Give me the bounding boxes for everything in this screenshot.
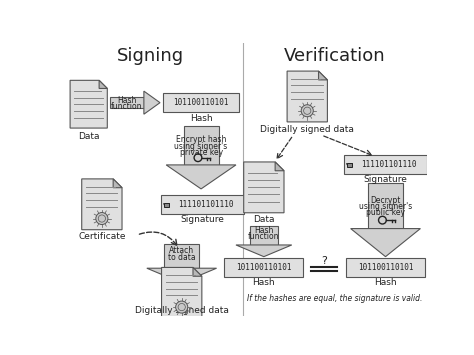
Circle shape <box>98 215 106 222</box>
Text: public key: public key <box>366 208 405 217</box>
Text: Certificate: Certificate <box>78 232 126 241</box>
Polygon shape <box>244 162 284 213</box>
Polygon shape <box>166 165 236 189</box>
Text: function: function <box>248 232 280 241</box>
Bar <box>368 183 403 229</box>
Bar <box>183 126 219 165</box>
Text: Digitally signed data: Digitally signed data <box>135 306 228 315</box>
Text: 101100110101: 101100110101 <box>236 263 292 272</box>
Text: 111101101110: 111101101110 <box>361 160 416 169</box>
Text: Hash: Hash <box>254 225 273 235</box>
FancyBboxPatch shape <box>224 258 303 277</box>
Text: Decrypt: Decrypt <box>370 196 401 205</box>
Circle shape <box>178 304 185 311</box>
FancyBboxPatch shape <box>161 195 244 214</box>
Bar <box>347 163 352 167</box>
Polygon shape <box>162 267 202 318</box>
Text: Signature: Signature <box>364 175 408 184</box>
Text: Digitally signed data: Digitally signed data <box>260 125 354 134</box>
Polygon shape <box>193 267 202 276</box>
Text: Signature: Signature <box>181 215 225 224</box>
FancyBboxPatch shape <box>346 258 425 277</box>
Text: ?: ? <box>321 256 327 266</box>
FancyBboxPatch shape <box>164 93 239 112</box>
Circle shape <box>176 301 188 313</box>
Bar <box>250 226 278 245</box>
Text: Signing: Signing <box>117 48 184 65</box>
Text: using signer's: using signer's <box>359 202 412 211</box>
Polygon shape <box>113 179 122 188</box>
Polygon shape <box>275 162 284 171</box>
Text: 101100110101: 101100110101 <box>358 263 413 272</box>
Polygon shape <box>287 71 328 122</box>
Bar <box>164 203 169 207</box>
Circle shape <box>304 107 311 114</box>
Text: Attach: Attach <box>169 246 194 255</box>
FancyBboxPatch shape <box>344 155 427 174</box>
Text: function: function <box>111 102 143 111</box>
Polygon shape <box>147 268 217 283</box>
Text: private key: private key <box>180 148 223 157</box>
Polygon shape <box>236 245 292 257</box>
Polygon shape <box>82 179 122 230</box>
Text: 111101101110: 111101101110 <box>178 200 234 209</box>
Text: Verification: Verification <box>283 48 385 65</box>
Polygon shape <box>319 71 328 80</box>
Text: Hash: Hash <box>253 278 275 287</box>
Circle shape <box>96 213 108 224</box>
Circle shape <box>301 105 313 117</box>
Text: Hash: Hash <box>374 278 397 287</box>
Polygon shape <box>144 91 160 114</box>
Polygon shape <box>70 80 107 128</box>
Text: Encrypt hash: Encrypt hash <box>176 136 226 144</box>
Polygon shape <box>351 229 420 257</box>
Text: 101100110101: 101100110101 <box>173 98 229 107</box>
Text: If the hashes are equal, the signature is valid.: If the hashes are equal, the signature i… <box>246 294 422 303</box>
Text: Hash: Hash <box>190 114 212 122</box>
Text: to data: to data <box>168 252 195 262</box>
Text: using signer's: using signer's <box>174 142 228 151</box>
Text: Hash: Hash <box>117 96 137 105</box>
Bar <box>109 97 144 108</box>
Bar <box>164 244 199 268</box>
Polygon shape <box>99 80 107 88</box>
Text: Data: Data <box>253 215 274 224</box>
Text: Data: Data <box>78 132 100 141</box>
